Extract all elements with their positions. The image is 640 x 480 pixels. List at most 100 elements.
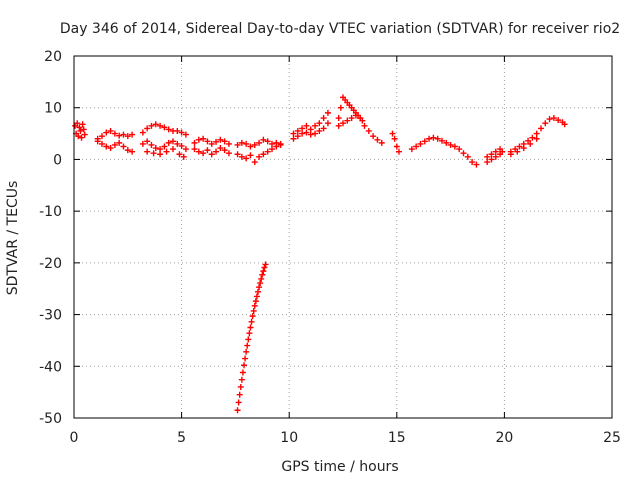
data-point-marker (129, 131, 136, 138)
data-point-marker (497, 151, 504, 158)
data-point-marker (182, 131, 189, 138)
data-point-marker (316, 120, 323, 127)
data-point-marker (213, 138, 220, 145)
data-point-marker (178, 142, 185, 149)
y-axis-ticks: -50 -40 -30 -20 -10 0 10 20 (39, 49, 612, 427)
data-point-marker (460, 150, 467, 157)
data-point-marker (391, 135, 398, 142)
data-point-marker (413, 143, 420, 150)
data-point-marker (262, 261, 269, 268)
data-point-marker (316, 127, 323, 134)
data-point-marker (312, 122, 319, 129)
data-point-marker (374, 136, 381, 143)
data-point-marker (234, 141, 241, 148)
data-point-marker (213, 148, 220, 155)
x-axis-label: GPS time / hours (281, 459, 398, 475)
data-point-marker (120, 143, 127, 150)
data-point-marker (348, 115, 355, 122)
data-point-marker (165, 126, 172, 133)
data-point-marker (111, 130, 118, 137)
y-tick-label: 0 (53, 152, 62, 168)
data-point-marker (294, 127, 301, 134)
data-point-marker (246, 330, 253, 337)
data-point-marker (378, 139, 385, 146)
data-point-marker (514, 148, 521, 155)
data-point-marker (533, 130, 540, 137)
data-point-marker (507, 151, 514, 158)
data-point-marker (236, 391, 243, 398)
data-point-marker (324, 109, 331, 116)
data-point-marker (426, 135, 433, 142)
data-point-marker (299, 125, 306, 132)
data-point-marker (357, 115, 364, 122)
data-point-marker (451, 143, 458, 150)
data-point-marker (148, 141, 155, 148)
data-point-marker (268, 140, 275, 147)
data-point-marker (204, 138, 211, 145)
data-point-marker (217, 145, 224, 152)
data-point-marker (174, 127, 181, 134)
data-point-marker (77, 127, 84, 134)
data-point-marker (157, 146, 164, 153)
data-point-marker (273, 143, 280, 150)
data-point-marker (80, 126, 87, 133)
data-point-marker (434, 135, 441, 142)
data-point-marker (182, 146, 189, 153)
data-point-marker (533, 135, 540, 142)
data-point-marker (243, 348, 250, 355)
data-point-marker (169, 138, 176, 145)
y-tick-label: 10 (44, 101, 62, 117)
data-point-marker (312, 130, 319, 137)
data-point-marker (290, 130, 297, 137)
data-point-marker (395, 148, 402, 155)
data-point-marker (243, 140, 250, 147)
y-tick-label: 20 (44, 49, 62, 65)
data-point-marker (180, 153, 187, 160)
data-point-marker (144, 148, 151, 155)
plot-frame (73, 55, 613, 419)
data-point-marker (492, 153, 499, 160)
data-point-marker (264, 138, 271, 145)
data-point-marker (320, 115, 327, 122)
data-point-marker (277, 140, 284, 147)
data-point-marker (248, 318, 255, 325)
data-point-marker (94, 138, 101, 145)
data-point-marker (244, 342, 251, 349)
data-point-marker (124, 147, 131, 154)
data-point-marker (152, 121, 159, 128)
data-point-marker (195, 148, 202, 155)
y-tick-label: -50 (39, 411, 62, 427)
x-tick-label: 25 (603, 430, 621, 446)
data-point-marker (542, 120, 549, 127)
data-point-marker (204, 147, 211, 154)
data-point-marker (144, 138, 151, 145)
data-point-marker (208, 151, 215, 158)
data-point-marker (488, 151, 495, 158)
y-tick-label: -10 (39, 204, 62, 220)
data-point-marker (251, 302, 258, 309)
data-point-marker (488, 156, 495, 163)
data-point-marker (195, 136, 202, 143)
data-point-marker (303, 122, 310, 129)
data-point-marker (208, 140, 215, 147)
data-point-marker (256, 139, 263, 146)
data-point-marker (443, 139, 450, 146)
y-axis-label: SDTVAR / TECUs (5, 181, 21, 296)
data-point-marker (217, 136, 224, 143)
data-point-marker (238, 139, 245, 146)
data-point-marker (191, 139, 198, 146)
data-point-marker (239, 369, 246, 376)
x-tick-label: 15 (388, 430, 406, 446)
data-point-marker (484, 159, 491, 166)
data-point-marker (320, 125, 327, 132)
data-point-marker (221, 147, 228, 154)
data-point-marker (200, 135, 207, 142)
data-point-marker (116, 139, 123, 146)
data-point-marker (98, 140, 105, 147)
data-point-marker (335, 122, 342, 129)
data-point-marker (107, 127, 114, 134)
data-point-marker (116, 132, 123, 139)
data-point-marker (243, 155, 250, 162)
data-point-marker (251, 141, 258, 148)
